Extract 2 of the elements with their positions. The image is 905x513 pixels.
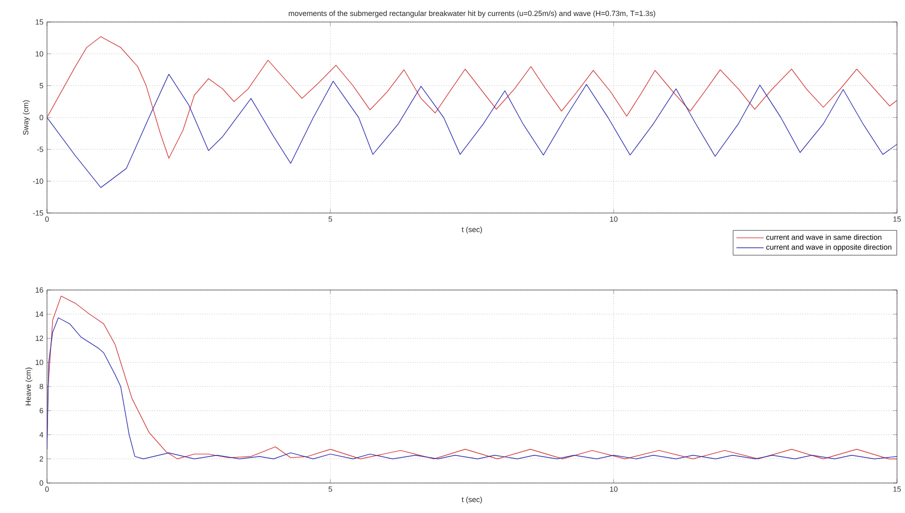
line-series <box>47 74 898 188</box>
line-series <box>47 36 898 159</box>
